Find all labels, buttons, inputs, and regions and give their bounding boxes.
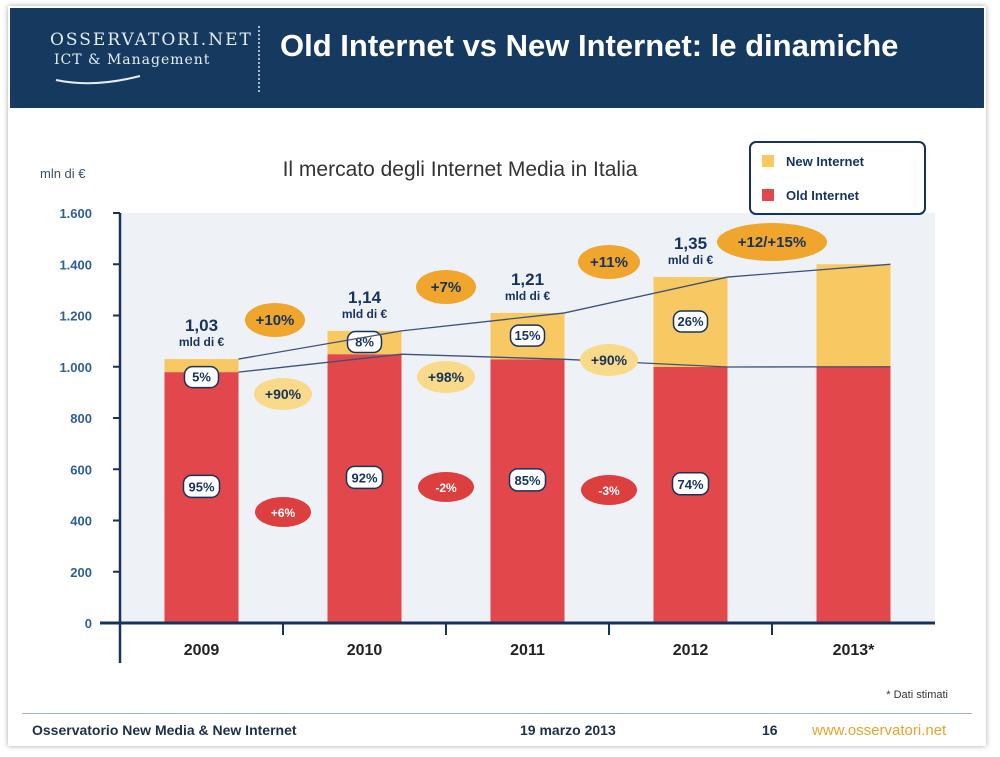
page-title: Old Internet vs New Internet: le dinamic… bbox=[280, 28, 899, 63]
new-growth-badge-shape bbox=[580, 344, 638, 376]
share-label-box bbox=[345, 465, 384, 490]
new-growth-badge: +90% bbox=[265, 386, 302, 402]
old-growth-badge-shape bbox=[418, 472, 474, 502]
share-label-old: 92% bbox=[351, 470, 377, 485]
growth-badges: +10% +7% +11% +12/+15% +90% +98% +90% +6% -2% -3% bbox=[245, 223, 827, 527]
total-growth-badge: +12/+15% bbox=[738, 234, 806, 251]
total-growth-badge: +7% bbox=[431, 279, 461, 296]
share-label-box bbox=[346, 330, 383, 354]
total-value-label: 1,14 bbox=[348, 288, 382, 307]
axes bbox=[100, 213, 935, 663]
chart-title: Il mercato degli Internet Media in Itali… bbox=[283, 158, 638, 181]
y-tick-label: 1.200 bbox=[59, 309, 92, 324]
total-growth-badge-shape bbox=[717, 223, 827, 261]
total-growth-badge-shape bbox=[245, 303, 305, 337]
y-tick-label: 1.000 bbox=[59, 360, 92, 375]
y-tick-label: 800 bbox=[70, 411, 92, 426]
share-label-box bbox=[182, 474, 221, 499]
y-tick-label: 600 bbox=[70, 462, 92, 477]
total-unit-label: mld di € bbox=[179, 335, 225, 349]
footnote: * Dati stimati bbox=[886, 689, 948, 701]
share-label-box bbox=[509, 324, 546, 347]
x-tick-label: 2009 bbox=[184, 642, 220, 659]
footer-website-link[interactable]: www.osservatori.net bbox=[812, 722, 947, 739]
legend-label-new: New Internet bbox=[786, 154, 865, 169]
logo-subtitle: ICT & Management bbox=[54, 52, 211, 68]
total-growth-badge-shape bbox=[416, 270, 476, 304]
old-growth-badge-shape bbox=[255, 497, 311, 527]
y-tick-label: 0 bbox=[85, 616, 92, 631]
share-label-new: 26% bbox=[677, 314, 703, 329]
trend-lines bbox=[238, 263, 891, 373]
legend-box bbox=[749, 141, 926, 215]
y-tick-label: 1.400 bbox=[59, 257, 92, 272]
share-label-old: 74% bbox=[677, 477, 703, 492]
new-growth-badge-shape bbox=[254, 378, 312, 410]
share-label-box bbox=[183, 365, 220, 389]
x-tick-label: 2013* bbox=[833, 642, 876, 659]
y-axis-ticks: 0 200 400 600 800 1.000 1.200 1.400 1.600 bbox=[59, 206, 120, 631]
total-growth-badge: +10% bbox=[256, 312, 295, 329]
total-unit-label: mld di € bbox=[668, 253, 714, 267]
old-growth-badge-shape bbox=[581, 475, 637, 505]
total-growth-badge-shape bbox=[578, 245, 640, 279]
total-growth-badge: +11% bbox=[590, 254, 628, 271]
footer-observatory: Osservatorio New Media & New Internet bbox=[32, 722, 297, 738]
x-tick-label: 2012 bbox=[673, 642, 709, 659]
x-tick-label: 2010 bbox=[347, 642, 383, 659]
bar-old-internet bbox=[816, 366, 891, 623]
legend-swatch-new bbox=[762, 155, 774, 167]
legend: New Internet Old Internet bbox=[749, 141, 926, 215]
page-number: 16 bbox=[762, 722, 778, 738]
y-tick-label: 400 bbox=[70, 514, 92, 529]
share-label-box bbox=[672, 310, 709, 333]
new-growth-badge: +98% bbox=[428, 369, 465, 385]
slide-header: OSSERVATORI.NET ICT & Management Old Int… bbox=[10, 8, 984, 108]
legend-label-old: Old Internet bbox=[786, 188, 860, 203]
legend-swatch-old bbox=[762, 189, 774, 201]
total-value-label: 1,35 bbox=[674, 234, 707, 253]
total-value-label: 1,03 bbox=[185, 316, 218, 335]
y-tick-label: 200 bbox=[70, 565, 92, 580]
share-label-box bbox=[671, 472, 710, 496]
old-internet-trend-line bbox=[238, 353, 891, 373]
total-value-label: 1,21 bbox=[511, 270, 544, 289]
old-growth-badge: -3% bbox=[598, 484, 620, 498]
old-growth-badge: +6% bbox=[271, 506, 296, 520]
share-label-box bbox=[508, 468, 547, 492]
total-unit-label: mld di € bbox=[505, 289, 551, 303]
bars: 95%5%92%8%85%15%74%26% bbox=[164, 264, 891, 623]
footer-divider bbox=[22, 713, 972, 714]
new-growth-badge-shape bbox=[417, 361, 475, 393]
share-label-old: 85% bbox=[514, 473, 540, 488]
bar-new-internet bbox=[816, 264, 891, 367]
x-axis-labels: 2009 2010 2011 2012 2013* bbox=[184, 642, 875, 659]
total-trend-line bbox=[238, 263, 891, 360]
x-tick-label: 2011 bbox=[510, 642, 545, 659]
share-label-new: 15% bbox=[514, 328, 540, 343]
new-growth-badge: +90% bbox=[591, 352, 628, 368]
old-growth-badge: -2% bbox=[435, 481, 457, 495]
logo-name: OSSERVATORI.NET bbox=[50, 30, 253, 50]
share-label-new: 5% bbox=[192, 370, 211, 385]
footer-date: 19 marzo 2013 bbox=[520, 722, 616, 738]
share-label-old: 95% bbox=[188, 479, 214, 494]
y-tick-label: 1.600 bbox=[59, 206, 92, 221]
logo-swoosh-icon bbox=[55, 75, 141, 85]
total-unit-label: mld di € bbox=[342, 307, 388, 321]
bar-new-internet bbox=[164, 359, 239, 373]
header-divider bbox=[258, 26, 260, 92]
y-axis-label: mln di € bbox=[40, 166, 86, 181]
